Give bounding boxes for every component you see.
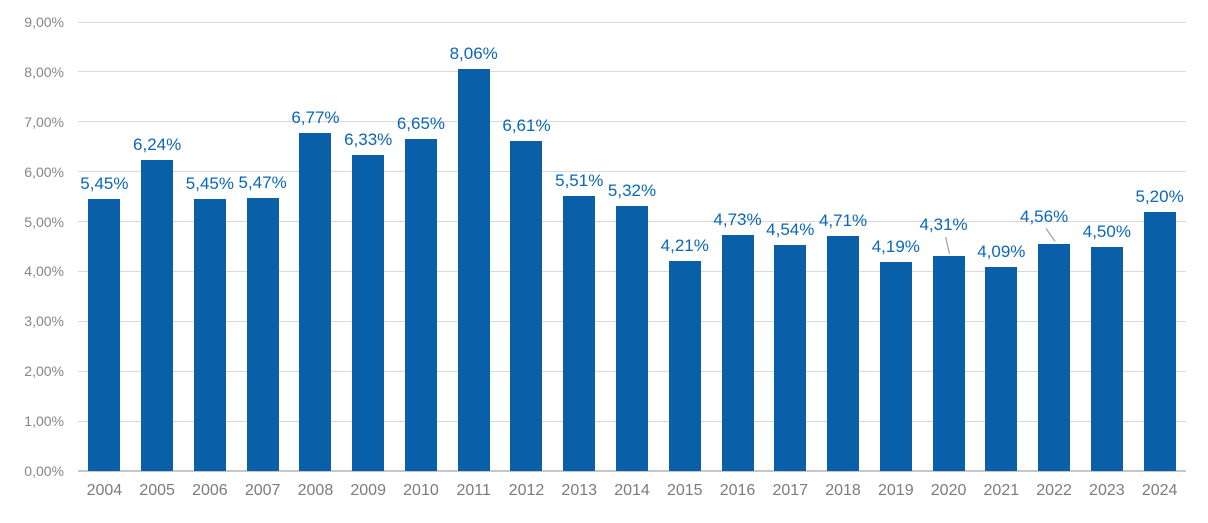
value-label-2008: 6,77% — [291, 108, 340, 128]
value-label-2011: 8,06% — [449, 43, 498, 63]
bar-2008[interactable] — [299, 133, 332, 471]
value-label-2024: 5,20% — [1135, 186, 1184, 206]
x-axis-label-2023: 2023 — [1089, 482, 1125, 499]
bar-2014[interactable] — [616, 205, 648, 471]
bar-2019[interactable] — [879, 261, 912, 471]
value-label-2009: 6,33% — [344, 130, 393, 150]
x-axis-label-2012: 2012 — [508, 482, 545, 499]
value-label-2010: 6,65% — [396, 114, 446, 134]
x-axis-label-2017: 2017 — [772, 482, 809, 499]
bar-2018[interactable] — [827, 236, 860, 471]
gridline — [78, 171, 1186, 173]
bar-2006[interactable] — [193, 199, 226, 471]
y-axis-tick-label: 2,00% — [24, 363, 64, 380]
y-axis-tick-label: 6,00% — [24, 163, 64, 180]
bar-2023[interactable] — [1090, 246, 1123, 471]
gridline — [78, 21, 1186, 23]
x-axis-label-2019: 2019 — [878, 482, 914, 499]
x-axis-label-2011: 2011 — [456, 482, 491, 499]
value-label-2021: 4,09% — [977, 241, 1026, 261]
bar-2020[interactable] — [932, 255, 965, 471]
bar-2011[interactable] — [457, 68, 490, 471]
x-axis-line — [78, 470, 1186, 472]
y-axis-tick-label: 3,00% — [24, 313, 64, 330]
y-axis-tick-label: 0,00% — [24, 463, 64, 479]
bar-2007[interactable] — [246, 198, 279, 471]
value-label-2022: 4,56% — [1019, 206, 1069, 226]
x-axis-label-2020: 2020 — [930, 482, 967, 499]
leader-line-2022 — [1045, 228, 1056, 242]
bar-2004[interactable] — [88, 199, 121, 471]
value-label-2015: 4,21% — [660, 235, 709, 255]
value-label-2007: 5,47% — [238, 173, 287, 193]
gridline — [78, 121, 1186, 123]
x-axis-label-2009: 2009 — [350, 482, 386, 499]
x-axis-label-2022: 2022 — [1036, 482, 1072, 499]
x-axis-label-2006: 2006 — [192, 482, 228, 499]
bar-2016[interactable] — [721, 235, 754, 471]
bar-2017[interactable] — [774, 244, 807, 471]
value-label-2023: 4,50% — [1082, 221, 1131, 241]
value-label-2016: 4,73% — [713, 210, 762, 230]
leader-line-2020 — [944, 236, 951, 255]
x-axis-label-2018: 2018 — [825, 482, 861, 499]
value-label-2006: 5,45% — [185, 174, 234, 194]
gridline — [78, 71, 1186, 73]
y-axis-tick-label: 7,00% — [24, 113, 64, 130]
value-label-2020: 4,31% — [919, 214, 968, 234]
x-axis-label-2024: 2024 — [1141, 482, 1178, 499]
x-axis-label-2010: 2010 — [403, 482, 439, 499]
bar-2015[interactable] — [668, 260, 701, 471]
x-axis-label-2013: 2013 — [561, 482, 598, 499]
y-axis-tick-label: 8,00% — [24, 63, 64, 80]
value-label-2012: 6,61% — [502, 116, 551, 136]
value-label-2018: 4,71% — [818, 211, 868, 231]
value-label-2013: 5,51% — [555, 171, 604, 191]
bar-2009[interactable] — [352, 155, 385, 471]
x-axis-label-2004: 2004 — [86, 482, 123, 499]
x-axis-label-2005: 2005 — [139, 482, 175, 499]
x-axis-label-2014: 2014 — [614, 482, 650, 499]
x-axis-label-2007: 2007 — [244, 482, 281, 499]
value-label-2019: 4,19% — [871, 236, 920, 256]
value-label-2004: 5,45% — [80, 174, 129, 194]
bar-2022[interactable] — [1038, 243, 1071, 471]
bar-2013[interactable] — [563, 196, 596, 471]
y-axis-tick-label: 4,00% — [24, 263, 64, 280]
y-axis-tick-label: 1,00% — [24, 413, 64, 430]
bar-2005[interactable] — [141, 159, 174, 471]
x-axis-label-2008: 2008 — [297, 482, 334, 499]
x-axis-label-2015: 2015 — [666, 482, 703, 499]
bar-2010[interactable] — [404, 139, 437, 471]
value-label-2017: 4,54% — [766, 219, 815, 239]
bar-2012[interactable] — [510, 141, 543, 471]
x-axis-label-2016: 2016 — [719, 482, 756, 499]
bar-2024[interactable] — [1143, 211, 1176, 471]
y-axis-tick-label: 5,00% — [24, 213, 64, 230]
value-label-2014: 5,32% — [607, 180, 657, 200]
x-axis-label-2021: 2021 — [983, 482, 1020, 499]
value-label-2005: 6,24% — [133, 134, 182, 154]
y-axis-tick-label: 9,00% — [24, 14, 64, 30]
bar-2021[interactable] — [985, 266, 1018, 471]
